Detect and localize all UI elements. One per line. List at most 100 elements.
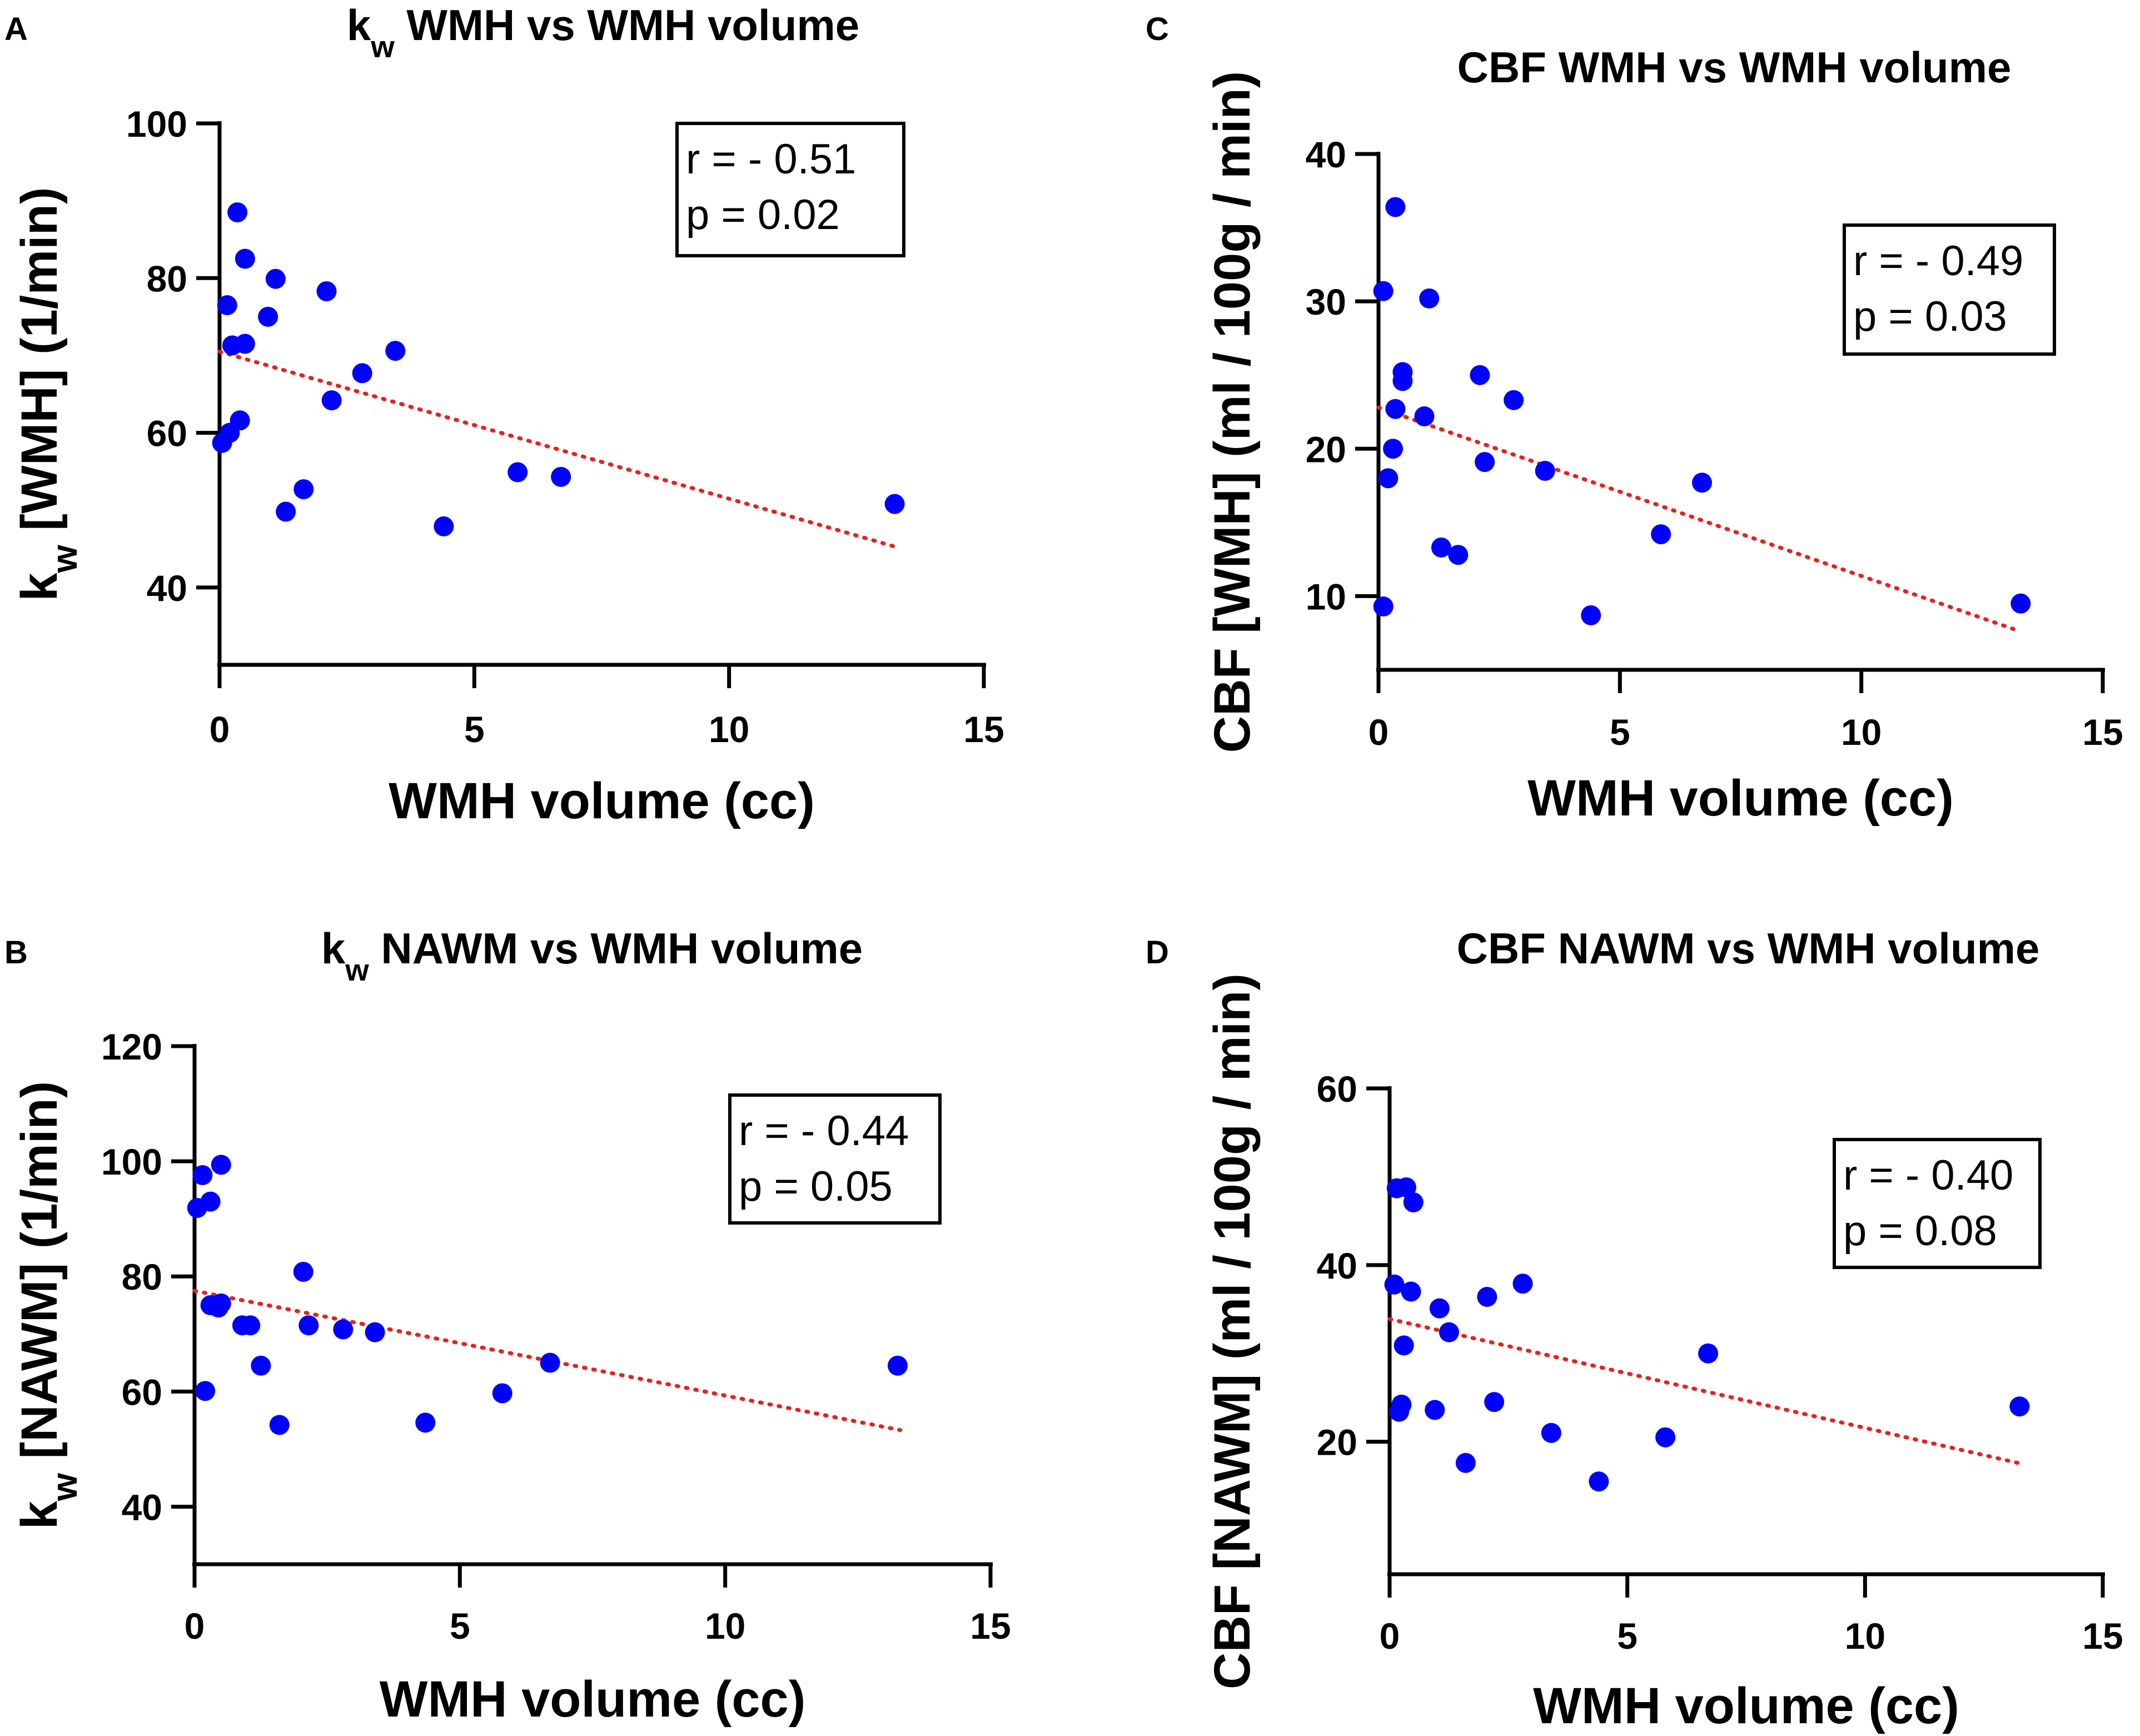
stats-box: [728, 1093, 942, 1225]
data-point: [230, 410, 250, 431]
data-point: [551, 466, 571, 487]
x-tick-label: 15: [2082, 1615, 2123, 1657]
p-value: p = 0.03: [1853, 293, 2007, 340]
y-axis-label: kw [WMH] (1/min): [11, 187, 84, 601]
panel-title: CBF WMH vs WMH volume: [1457, 43, 2012, 92]
y-axis-label-main: k: [11, 573, 68, 601]
panel-letter: D: [1146, 934, 1169, 971]
panel-title: CBF NAWM vs WMH volume: [1457, 924, 2040, 973]
data-point: [1512, 1274, 1533, 1294]
data-point: [1425, 1400, 1445, 1420]
data-point: [192, 1165, 213, 1185]
y-axis-label-subscript: w: [44, 544, 84, 573]
data-point: [1475, 452, 1495, 472]
x-tick-label: 15: [970, 1605, 1011, 1647]
data-point: [1455, 1453, 1476, 1473]
trendline: [217, 349, 899, 550]
data-point: [333, 1319, 354, 1340]
x-axis-label: WMH volume (cc): [1527, 770, 1954, 827]
stats-box: [675, 122, 905, 257]
x-tick-label: 0: [1380, 1615, 1400, 1657]
data-point: [1373, 596, 1394, 616]
data-point: [1589, 1471, 1609, 1492]
data-point: [1439, 1322, 1459, 1342]
data-point: [415, 1412, 436, 1433]
data-point: [298, 1315, 319, 1336]
panel-title-main: k: [321, 924, 346, 973]
x-tick-label: 0: [210, 709, 230, 750]
data-point: [211, 1155, 231, 1175]
data-point: [235, 334, 255, 354]
data-point: [1419, 288, 1440, 309]
data-point: [1477, 1287, 1497, 1307]
x-tick-label: 0: [1368, 712, 1389, 753]
x-axis-label: WMH volume (cc): [1533, 1678, 1959, 1734]
data-point: [1392, 371, 1413, 391]
data-point: [884, 494, 905, 514]
data-point: [1581, 605, 1601, 625]
r-value: r = - 0.51: [686, 136, 856, 183]
data-point: [1698, 1343, 1719, 1364]
data-point: [1384, 1274, 1405, 1295]
x-axis-label: WMH volume (cc): [389, 773, 815, 829]
data-point: [492, 1383, 512, 1404]
data-point: [507, 462, 528, 483]
data-point: [1394, 1335, 1414, 1356]
data-point: [276, 501, 296, 522]
x-tick-label: 5: [1610, 712, 1630, 753]
panel-letter: C: [1146, 11, 1169, 47]
y-tick-label: 20: [1306, 429, 1346, 470]
trendline: [1387, 1317, 2024, 1466]
data-point: [258, 306, 278, 327]
data-point: [1401, 1281, 1421, 1302]
p-value: p = 0.05: [739, 1163, 893, 1210]
data-point: [1414, 406, 1435, 426]
data-point: [1431, 537, 1451, 558]
x-tick-label: 10: [705, 1605, 745, 1647]
y-tick-label: 20: [1317, 1422, 1357, 1463]
x-tick-label: 15: [963, 709, 1004, 750]
y-tick-label: 100: [101, 1141, 162, 1182]
data-point: [2009, 1396, 2030, 1417]
panel-d: D CBF NAWM vs WMH volume 20 40 60 0 5 10 15 WMH v…: [1146, 924, 2123, 1734]
data-point: [1651, 524, 1671, 545]
data-point: [1373, 281, 1394, 301]
panel-title-subscript: w: [345, 953, 369, 987]
data-point: [1655, 1427, 1676, 1448]
data-point: [1396, 1177, 1416, 1197]
stats-box: [1833, 1138, 2042, 1269]
y-axis-label: kw [NAWM] (1/min): [11, 1081, 84, 1530]
r-value: r = - 0.44: [739, 1107, 909, 1155]
data-point: [434, 516, 454, 536]
y-tick-label: 40: [1317, 1245, 1357, 1286]
data-point: [352, 363, 372, 384]
data-point: [1541, 1422, 1561, 1443]
data-point: [540, 1352, 560, 1373]
data-point: [1383, 439, 1404, 459]
data-point: [195, 1381, 216, 1401]
data-point: [1385, 399, 1406, 419]
data-point: [1504, 390, 1524, 410]
data-point: [217, 295, 237, 315]
data-point: [251, 1355, 271, 1376]
y-tick-label: 60: [122, 1371, 162, 1412]
data-point: [321, 390, 342, 411]
data-point: [1403, 1192, 1424, 1212]
data-point: [227, 202, 248, 223]
data-point: [2010, 593, 2031, 614]
data-point: [240, 1315, 261, 1336]
panel-title-subscript: w: [370, 30, 395, 64]
panel-title-main: k: [347, 1, 371, 49]
panel-title: kw NAWM vs WMH volume: [321, 924, 863, 987]
x-tick-label: 5: [464, 709, 485, 750]
panel-letter: A: [4, 11, 28, 47]
data-point: [293, 1261, 313, 1282]
y-tick-label: 80: [147, 258, 187, 299]
data-point: [316, 281, 337, 301]
panel-title-rest: NAWM vs WMH volume: [369, 924, 863, 973]
y-tick-label: 100: [126, 103, 187, 145]
x-tick-label: 5: [450, 1605, 470, 1647]
